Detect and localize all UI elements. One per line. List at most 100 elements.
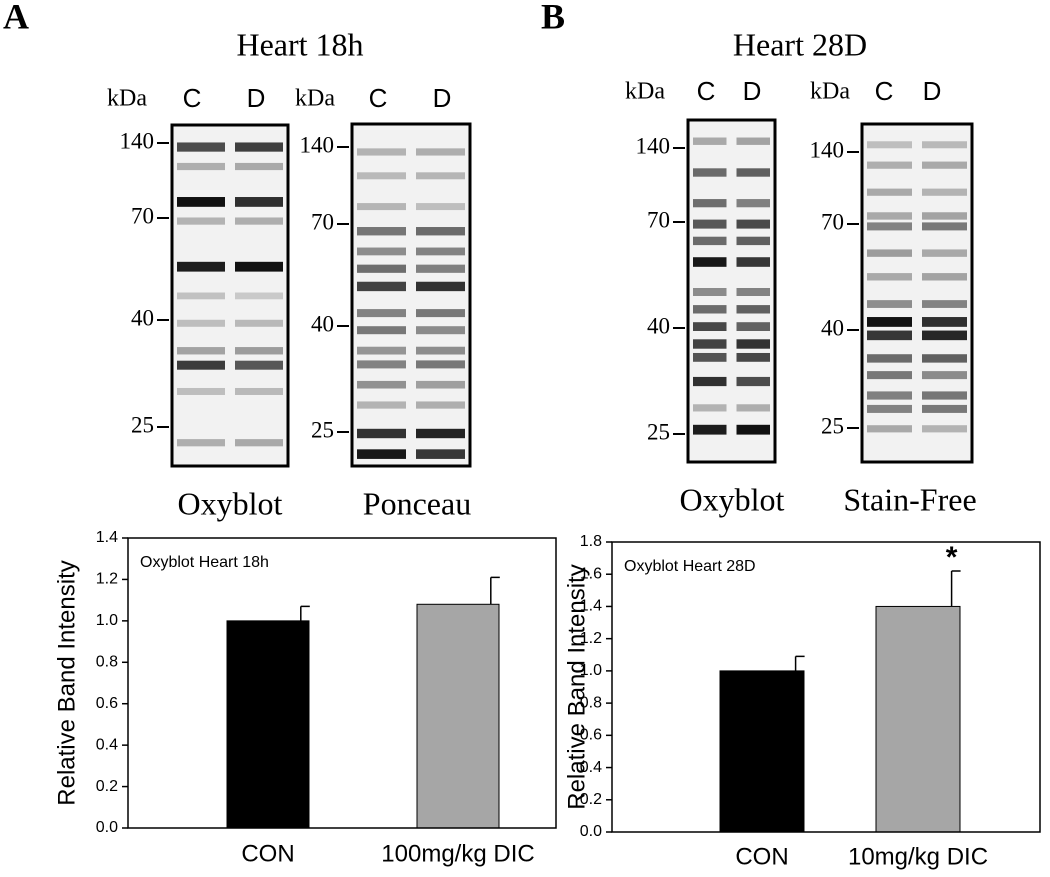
y-axis-label: Relative Band Intensity bbox=[563, 564, 590, 809]
blot-band bbox=[177, 217, 225, 225]
unit-label: kDa bbox=[295, 86, 335, 112]
blot-band bbox=[693, 339, 727, 349]
blot-band bbox=[736, 339, 770, 349]
blot-band bbox=[693, 305, 727, 314]
chart-title: Oxyblot Heart 28D bbox=[624, 558, 756, 575]
blot-band bbox=[867, 391, 912, 400]
blot-band bbox=[867, 371, 912, 380]
lane-label: C bbox=[697, 76, 716, 106]
lane-label: D bbox=[433, 83, 452, 113]
blot-band bbox=[357, 264, 406, 273]
marker-label: 140 bbox=[810, 137, 845, 162]
blot-band bbox=[867, 354, 912, 363]
y-tick-label: 1.4 bbox=[580, 598, 602, 615]
unit-label: kDa bbox=[107, 86, 147, 112]
blot-band bbox=[736, 376, 770, 387]
blot-band bbox=[416, 449, 465, 459]
y-tick-label: 0.4 bbox=[96, 736, 118, 753]
x-tick-label: 10mg/kg DIC bbox=[848, 843, 988, 870]
y-tick-label: 1.6 bbox=[580, 565, 602, 582]
blot-band bbox=[867, 249, 912, 257]
blot-band bbox=[867, 317, 912, 327]
y-tick-label: 1.0 bbox=[96, 612, 118, 629]
blot-band bbox=[177, 261, 225, 272]
x-tick-label: CON bbox=[735, 843, 788, 870]
bar bbox=[416, 603, 500, 829]
y-tick-label: 0.2 bbox=[580, 791, 602, 808]
bar bbox=[875, 605, 961, 833]
blot-band bbox=[235, 197, 283, 207]
y-tick-label: 1.4 bbox=[96, 529, 118, 546]
y-tick-label: 0.4 bbox=[580, 759, 602, 776]
error-bar bbox=[300, 605, 310, 621]
y-axis-label: Relative Band Intensity bbox=[53, 560, 80, 805]
panel-label: B bbox=[541, 0, 565, 36]
marker-label: 70 bbox=[131, 203, 154, 228]
lane-label: D bbox=[743, 76, 762, 106]
lane-label: C bbox=[875, 76, 894, 106]
unit-label: kDa bbox=[810, 79, 850, 105]
bar bbox=[226, 620, 310, 829]
marker-label: 140 bbox=[300, 132, 335, 157]
blot-band bbox=[867, 212, 912, 220]
blot-band bbox=[357, 428, 406, 439]
blot-band bbox=[235, 439, 283, 447]
blot-frame bbox=[170, 123, 290, 468]
panel-label: A bbox=[3, 0, 29, 36]
blot-band bbox=[922, 317, 967, 327]
y-tick-label: 1.2 bbox=[96, 571, 118, 588]
lane-label: C bbox=[183, 83, 202, 113]
y-tick-label: 0.8 bbox=[96, 654, 118, 671]
marker-label: 70 bbox=[311, 209, 334, 234]
blot-band bbox=[922, 300, 967, 308]
blot-band bbox=[867, 300, 912, 308]
blot-band bbox=[177, 197, 225, 207]
lane-label: D bbox=[247, 83, 266, 113]
blot-band bbox=[693, 424, 727, 435]
blot-band bbox=[177, 319, 225, 327]
marker-label: 70 bbox=[647, 207, 670, 232]
blot-band bbox=[922, 425, 967, 433]
bar bbox=[719, 670, 805, 833]
blot-band bbox=[416, 148, 465, 156]
marker-label: 25 bbox=[311, 417, 334, 442]
blot-frame bbox=[860, 122, 974, 464]
blot-band bbox=[867, 222, 912, 231]
blot-band bbox=[416, 264, 465, 273]
blot-band bbox=[867, 273, 912, 281]
panel-title: Heart 28D bbox=[733, 26, 867, 62]
blot-band bbox=[416, 247, 465, 256]
blot-band bbox=[177, 347, 225, 355]
blot-band bbox=[235, 162, 283, 171]
plot-frame bbox=[611, 541, 1041, 833]
blot-band bbox=[922, 273, 967, 281]
blot-band bbox=[736, 288, 770, 296]
blot-band bbox=[693, 288, 727, 296]
blot-band bbox=[235, 217, 283, 225]
marker-label: 40 bbox=[311, 311, 334, 336]
significance-mark: * bbox=[946, 541, 958, 574]
blot-band bbox=[416, 227, 465, 236]
blot-band bbox=[736, 137, 770, 145]
marker-label: 140 bbox=[636, 133, 671, 158]
blot-background bbox=[172, 125, 288, 466]
lane-label: D bbox=[923, 76, 942, 106]
blot-band bbox=[693, 257, 727, 267]
y-tick-label: 1.2 bbox=[580, 630, 602, 647]
y-tick-label: 0.8 bbox=[580, 694, 602, 711]
blot-band bbox=[922, 161, 967, 169]
blot-band bbox=[177, 360, 225, 370]
blot-band bbox=[693, 168, 727, 177]
marker-label: 70 bbox=[821, 209, 844, 234]
blot-band bbox=[736, 424, 770, 435]
marker-label: 25 bbox=[647, 419, 670, 444]
blot-band bbox=[867, 141, 912, 149]
marker-label: 25 bbox=[131, 412, 154, 437]
error-bar bbox=[794, 655, 805, 671]
blot-band bbox=[922, 391, 967, 400]
blot-band bbox=[357, 281, 406, 292]
y-tick-label: 0.2 bbox=[96, 778, 118, 795]
blot-band bbox=[693, 404, 727, 412]
blot-band bbox=[416, 326, 465, 335]
